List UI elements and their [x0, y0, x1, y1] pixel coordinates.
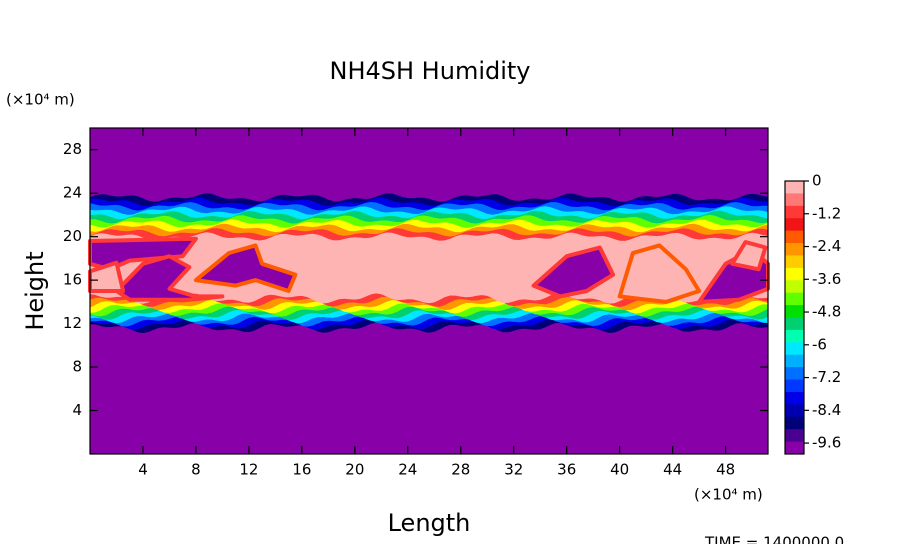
colorbar-swatch [785, 404, 804, 418]
y-tick-label: 12 [63, 314, 82, 332]
y-axis-label: Height [21, 251, 49, 330]
colorbar-label: -3.6 [812, 270, 841, 288]
colorbar-frame [784, 180, 805, 455]
x-tick-label: 40 [610, 461, 629, 479]
colorbar-swatch [785, 354, 804, 368]
x-tick-label: 8 [191, 461, 201, 479]
colorbar-swatch [785, 342, 804, 356]
colorbar-swatch [785, 416, 804, 430]
colorbar-swatch [785, 441, 804, 455]
colorbar-swatch [785, 243, 804, 256]
footer: TIME = 1400000.0 [704, 534, 844, 544]
x-tick-label: 36 [557, 461, 576, 479]
x-tick-label: 24 [398, 461, 417, 479]
colorbar-swatch [785, 317, 804, 331]
contour-region [114, 254, 225, 302]
colorbar-label: 0 [812, 172, 822, 190]
colorbar-label: -7.2 [812, 368, 841, 386]
y-tick-label: 20 [63, 227, 82, 245]
colorbar-swatch [785, 391, 804, 405]
colorbar-swatch [785, 230, 804, 244]
colorbar-label: -9.6 [812, 434, 841, 452]
colorbar-label: -1.2 [812, 204, 841, 222]
colorbar-swatch [785, 292, 804, 306]
x-tick-label: 48 [716, 461, 735, 479]
x-tick-label: 32 [504, 461, 523, 479]
y-unit: (×10⁴ m) [6, 91, 75, 109]
chart-title: NH4SH Humidity [330, 57, 531, 85]
x-tick-label: 4 [138, 461, 148, 479]
colorbar-swatch [785, 429, 804, 443]
plot-frame [89, 127, 769, 455]
x-tick-label: 16 [292, 461, 311, 479]
x-tick-label: 12 [239, 461, 258, 479]
colorbar-swatch [785, 218, 804, 232]
colorbar-swatch [785, 329, 804, 343]
colorbar-swatch [785, 193, 804, 207]
overlay: 4 8 12 16 20 24 28 32 36 40 44 484812162024280-1.2-… [63, 127, 841, 479]
colorbar-label: -6 [812, 335, 827, 353]
y-tick-label: 16 [63, 271, 82, 289]
colorbar-label: -8.4 [812, 401, 841, 419]
y-tick-label: 4 [72, 401, 82, 419]
colorbar-swatch [785, 367, 804, 381]
field [88, 128, 770, 454]
contour-region [730, 240, 768, 272]
x-unit: (×10⁴ m) [694, 486, 763, 504]
contour-region [531, 245, 616, 299]
colorbar-swatch [785, 280, 804, 294]
colorbar-swatch [785, 379, 804, 393]
y-tick-label: 24 [63, 184, 82, 202]
x-tick-label: 28 [451, 461, 470, 479]
colorbar-swatch [785, 205, 804, 219]
y-tick-label: 8 [72, 358, 82, 376]
colorbar-swatch [785, 305, 804, 318]
colorbar-swatch [785, 181, 804, 194]
contour-region [193, 243, 298, 293]
colorbar-swatch [785, 267, 804, 281]
contour-region [617, 243, 702, 304]
x-tick-label: 20 [345, 461, 364, 479]
x-tick-label: 44 [663, 461, 682, 479]
x-axis-label: Length [388, 509, 471, 537]
colorbar-swatch [785, 255, 804, 269]
colorbar-label: -2.4 [812, 237, 841, 255]
colorbar-label: -4.8 [812, 303, 841, 321]
y-tick-label: 28 [63, 140, 82, 158]
